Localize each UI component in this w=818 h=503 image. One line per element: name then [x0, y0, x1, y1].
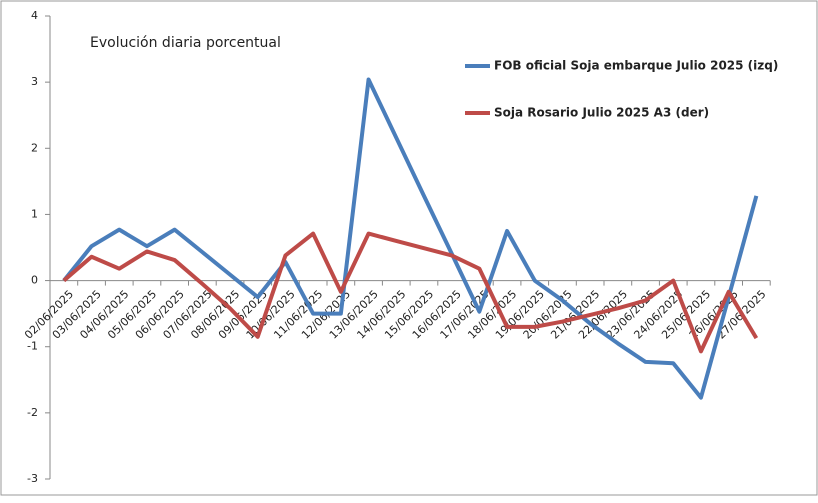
y-tick-label: -3: [27, 472, 38, 485]
series-line: [62, 231, 759, 354]
legend-label: Soja Rosario Julio 2025 A3 (der): [494, 106, 709, 120]
chart-title: Evolución diaria porcentual: [90, 35, 281, 51]
y-tick-label: 2: [31, 141, 38, 154]
series-line: [62, 77, 759, 400]
y-tick-label: -2: [27, 406, 38, 419]
y-tick-label: 4: [31, 9, 38, 22]
y-tick-label: 3: [31, 75, 38, 88]
y-tick-label: 1: [31, 207, 38, 220]
legend-label: FOB oficial Soja embarque Julio 2025 (iz…: [494, 59, 778, 73]
y-tick-label: 0: [31, 274, 38, 287]
y-tick-label: -1: [27, 340, 38, 353]
